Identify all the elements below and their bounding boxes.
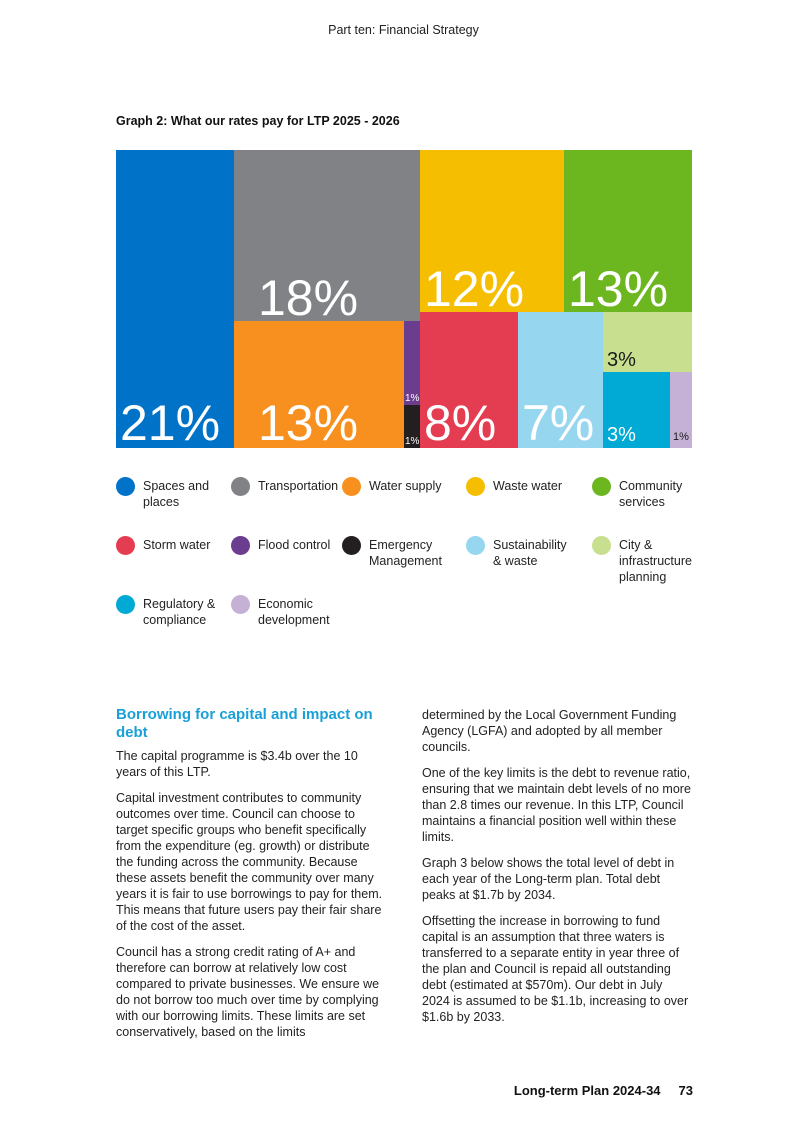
legend-item: Sustainability & waste: [466, 536, 575, 569]
treemap-cell-spaces-and-places: 21%: [116, 150, 234, 448]
legend-item: Economic development: [231, 595, 340, 628]
treemap-cell-sustainability-waste: 7%: [518, 312, 603, 448]
page-header: Part ten: Financial Strategy: [328, 23, 479, 37]
treemap-rect: [116, 150, 234, 448]
legend-item: Community services: [592, 477, 701, 510]
treemap-value-label: 7%: [522, 395, 594, 448]
treemap-rect: [603, 372, 670, 448]
treemap-value-label: 21%: [120, 395, 220, 448]
legend-label: Community services: [619, 479, 683, 509]
treemap-rect: [564, 150, 692, 312]
legend-item: Regulatory & compliance: [116, 595, 225, 628]
legend-item: Spaces and places: [116, 477, 225, 510]
graph-title: Graph 2: What our rates pay for LTP 2025…: [116, 114, 400, 128]
paragraph: Council has a strong credit rating of A+…: [116, 945, 380, 1039]
paragraph: determined by the Local Government Fundi…: [422, 708, 677, 754]
legend-label: City & infrastructure planning: [619, 538, 692, 584]
legend-label: Storm water: [143, 538, 211, 552]
treemap-cell-city-infrastructure-planning: 3%: [603, 312, 692, 372]
legend-label: Sustainability & waste: [493, 538, 567, 568]
legend-label: Flood control: [258, 538, 331, 552]
treemap-value-label: 3%: [607, 349, 636, 371]
treemap-value-label: 18%: [258, 270, 358, 326]
treemap-cell-flood-control: 1%: [404, 321, 420, 405]
treemap-value-label: 1%: [405, 436, 420, 447]
treemap-cell-water-supply: 13%: [234, 321, 404, 448]
treemap-value-label: 13%: [258, 395, 358, 448]
treemap-rect: [670, 372, 692, 448]
body-right-column: determined by the Local Government Fundi…: [422, 707, 692, 1035]
treemap-rect: [234, 150, 420, 321]
legend-item: Transportation: [231, 477, 340, 496]
treemap-cell-emergency-management: 1%: [404, 405, 420, 448]
legend-swatch: [592, 477, 611, 496]
legend-swatch: [231, 536, 250, 555]
treemap-rect: [404, 405, 420, 448]
legend-item: City & infrastructure planning: [592, 536, 701, 585]
legend-swatch: [466, 477, 485, 496]
treemap-cell-economic-development: 1%: [670, 372, 692, 448]
legend-item: Storm water: [116, 536, 225, 555]
legend-label: Regulatory & compliance: [143, 597, 216, 627]
paragraph: Offsetting the increase in borrowing to …: [422, 914, 689, 1024]
legend-label: Transportation: [258, 479, 339, 493]
legend-swatch: [231, 595, 250, 614]
treemap-rect: [518, 312, 603, 448]
legend-label: Water supply: [369, 479, 442, 493]
footer-doc-title: Long-term Plan 2024-34: [513, 1083, 661, 1098]
section-heading: Borrowing for capital and impact on debt: [116, 706, 373, 741]
legend-item: Emergency Management: [342, 536, 451, 569]
treemap-value-label: 1%: [405, 393, 420, 404]
paragraph: Capital investment contributes to commun…: [116, 791, 383, 933]
paragraph: The capital programme is $3.4b over the …: [116, 749, 358, 779]
treemap-cell-community-services: 13%: [564, 150, 692, 317]
legend-item: Waste water: [466, 477, 575, 496]
treemap-rect: [420, 150, 564, 312]
paragraph: One of the key limits is the debt to rev…: [422, 766, 691, 844]
legend-swatch: [466, 536, 485, 555]
treemap-cell-storm-water: 8%: [420, 312, 518, 448]
treemap-value-label: 1%: [673, 431, 689, 443]
legend-label: Waste water: [493, 479, 563, 493]
treemap-value-label: 3%: [607, 424, 636, 446]
treemap-value-label: 12%: [424, 261, 524, 317]
treemap-chart: 21% 18% 13% 1% 1% 12% 13% 8% 7% 3% 3% 1%: [116, 150, 692, 448]
legend-label: Economic development: [258, 597, 330, 627]
treemap-rect: [404, 321, 420, 405]
treemap-value-label: 13%: [568, 261, 668, 317]
treemap-cell-waste-water: 12%: [420, 150, 564, 317]
legend-swatch: [116, 536, 135, 555]
legend-label: Emergency Management: [369, 538, 442, 568]
treemap-rect: [603, 312, 692, 372]
legend-item: Flood control: [231, 536, 340, 555]
legend-swatch: [116, 477, 135, 496]
page-number: 73: [678, 1083, 693, 1098]
legend-swatch: [116, 595, 135, 614]
legend-swatch: [342, 477, 361, 496]
legend-item: Water supply: [342, 477, 451, 496]
legend-label: Spaces and places: [143, 479, 210, 509]
legend-swatch: [342, 536, 361, 555]
legend-swatch: [231, 477, 250, 496]
treemap-cell-regulatory-compliance: 3%: [603, 372, 670, 448]
body-left-column: Borrowing for capital and impact on debt…: [116, 706, 386, 1050]
treemap-value-label: 8%: [424, 395, 496, 448]
page-footer: Long-term Plan 2024-34 73: [514, 1083, 693, 1098]
treemap-cell-transportation: 18%: [234, 150, 420, 326]
paragraph: Graph 3 below shows the total level of d…: [422, 856, 675, 902]
treemap-rect: [234, 321, 404, 448]
legend-swatch: [592, 536, 611, 555]
treemap-rect: [420, 312, 518, 448]
